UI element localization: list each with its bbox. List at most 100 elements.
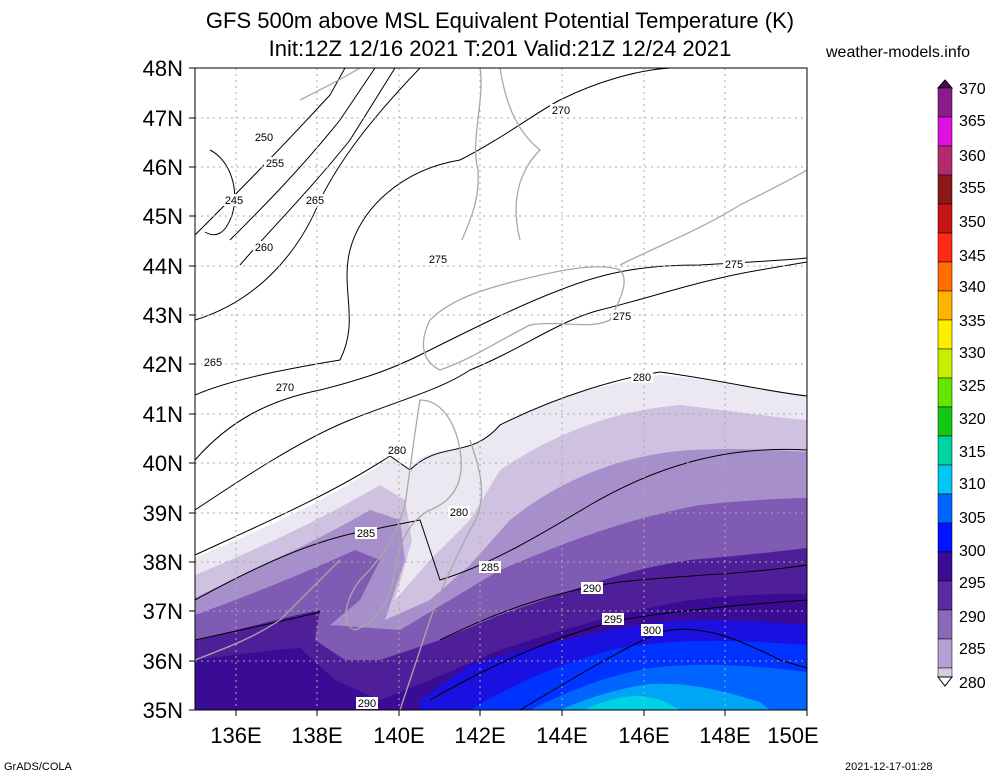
lat-label: 36N (143, 649, 183, 674)
lat-label: 42N (143, 352, 183, 377)
chart-subtitle: Init:12Z 12/16 2021 T:201 Valid:21Z 12/2… (268, 36, 732, 61)
lat-label: 38N (143, 550, 183, 575)
legend-label: 315 (959, 444, 986, 461)
legend-label: 350 (959, 214, 986, 231)
legend-bottom-triangle (936, 676, 954, 687)
contour-label: 265 (204, 357, 222, 369)
contour-label: 250 (255, 132, 273, 144)
contour-280 (195, 371, 807, 556)
legend-label: 280 (959, 675, 986, 692)
legend-label: 335 (959, 313, 986, 330)
lat-label: 41N (143, 402, 183, 427)
lat-label: 35N (143, 698, 183, 723)
legend-swatch (937, 87, 953, 118)
color-legend: 370 365 360 355 350 345 340 335 330 325 … (936, 79, 986, 692)
legend-swatch (937, 116, 953, 147)
contour-label: 245 (225, 195, 243, 207)
legend-swatch (937, 667, 953, 678)
legend-swatch (937, 319, 953, 350)
legend-label: 345 (959, 248, 986, 265)
legend-label: 355 (959, 180, 986, 197)
latitude-axis: 48N 47N 46N 45N 44N 43N 42N 41N 40N 39N … (143, 56, 195, 723)
legend-swatch (937, 406, 953, 437)
contour-label: 280 (388, 445, 406, 457)
contour-label: 290 (583, 583, 601, 595)
lon-label: 146E (618, 723, 669, 748)
coast-mainland-lake (299, 68, 361, 101)
lat-label: 37N (143, 599, 183, 624)
legend-top-triangle (936, 79, 954, 89)
contour-270 (195, 261, 807, 511)
legend-swatch (937, 145, 953, 176)
legend-label: 285 (959, 641, 986, 658)
legend-label: 290 (959, 609, 986, 626)
lat-label: 45N (143, 204, 183, 229)
contour-290 (195, 564, 807, 641)
contour-label: 285 (481, 562, 499, 574)
legend-swatch (937, 493, 953, 524)
lat-label: 48N (143, 56, 183, 81)
contour-label: 275 (725, 259, 743, 271)
legend-label: 295 (959, 575, 986, 592)
legend-swatch (937, 377, 953, 408)
coast-hokkaido (422, 266, 625, 371)
legend-label: 300 (959, 543, 986, 560)
lat-label: 47N (143, 106, 183, 131)
contour-255 (229, 68, 376, 241)
contour-label: 300 (643, 625, 661, 637)
legend-label: 370 (959, 81, 986, 98)
software-credit: GrADS/COLA (4, 761, 72, 773)
contour-label: 280 (633, 372, 651, 384)
contour-label: 265 (306, 195, 324, 207)
legend-label: 340 (959, 279, 986, 296)
legend-swatch (937, 232, 953, 263)
legend-swatch (937, 464, 953, 495)
legend-swatch (937, 203, 953, 234)
legend-label: 365 (959, 113, 986, 130)
contour-lines (195, 68, 807, 710)
legend-swatch (937, 290, 953, 321)
contour-label: 280 (450, 507, 468, 519)
contour-275 (195, 257, 807, 461)
lon-label: 138E (291, 723, 342, 748)
legend-label: 310 (959, 476, 986, 493)
lat-label: 39N (143, 501, 183, 526)
legend-label: 360 (959, 148, 986, 165)
map-frame (194, 67, 808, 711)
contour-labels: 245 250 255 260 265 265 270 270 275 275 … (202, 104, 745, 710)
legend-swatch (937, 638, 953, 669)
generation-timestamp: 2021-12-17-01:28 (845, 761, 933, 773)
lon-label: 142E (454, 723, 505, 748)
contour-label: 285 (357, 528, 375, 540)
coast-honshu-east (399, 439, 483, 710)
lat-label: 43N (143, 303, 183, 328)
lat-label: 46N (143, 155, 183, 180)
legend-swatch (937, 348, 953, 379)
coastlines (195, 68, 807, 710)
contour-260 (239, 68, 396, 266)
contour-label: 255 (266, 158, 284, 170)
contour-265b (195, 68, 671, 396)
contour-label: 260 (255, 242, 273, 254)
lon-label: 144E (536, 723, 587, 748)
contour-label: 275 (613, 311, 631, 323)
contour-label: 295 (604, 614, 622, 626)
band-310 (585, 696, 680, 710)
legend-swatch (937, 174, 953, 205)
legend-label: 320 (959, 411, 986, 428)
lon-label: 140E (373, 723, 424, 748)
contour-label: 275 (429, 254, 447, 266)
chart-title: GFS 500m above MSL Equivalent Potential … (205, 8, 795, 33)
contour-250 (195, 68, 346, 236)
coast-kuril (619, 169, 807, 266)
legend-swatch (937, 580, 953, 611)
lon-label: 150E (767, 723, 818, 748)
coast-honshu-north (345, 399, 462, 631)
coast-japan-west (195, 559, 341, 661)
contour-label: 270 (276, 382, 294, 394)
coast-sakhalin (461, 68, 541, 241)
lat-label: 40N (143, 451, 183, 476)
legend-swatch (937, 522, 953, 553)
legend-swatch (937, 551, 953, 582)
